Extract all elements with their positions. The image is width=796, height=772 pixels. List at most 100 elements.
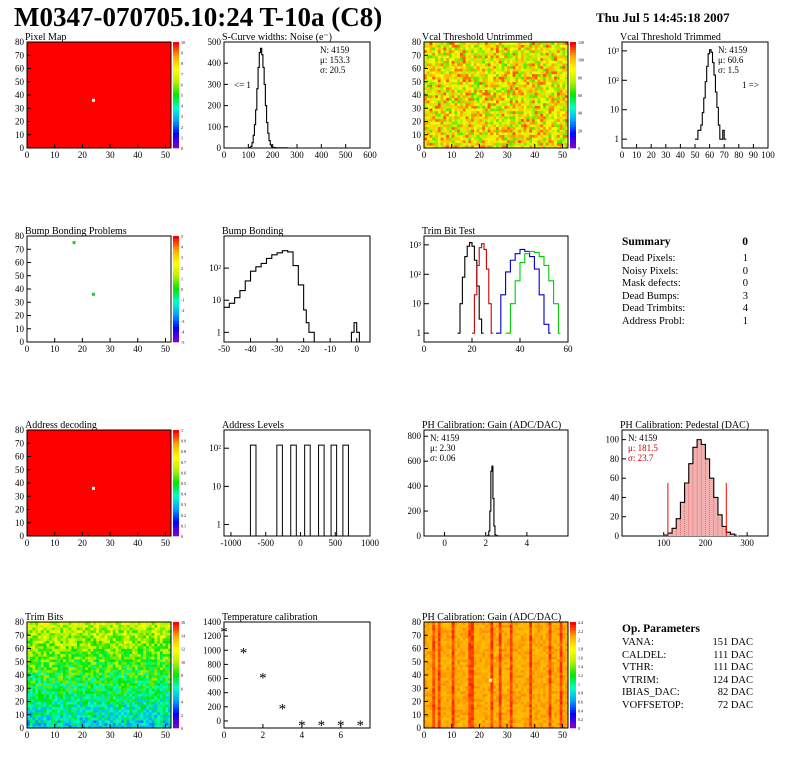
x-tick-label: 2 <box>261 730 266 740</box>
colorbar-tick: 14 <box>181 633 185 638</box>
colorbar-cell <box>173 664 179 668</box>
colorbar-cell <box>570 656 576 660</box>
colorbar-cell <box>173 453 179 457</box>
y-tick-label: 40 <box>15 284 25 294</box>
colorbar-cell <box>173 100 179 104</box>
x-tick-label: 0 <box>298 538 303 548</box>
colorbar-cell <box>570 635 576 639</box>
op-param-value: 82 DAC <box>717 687 753 698</box>
colorbar-cell <box>173 653 179 657</box>
colorbar-tick: 0.3 <box>181 502 186 507</box>
colorbar-cell <box>173 76 179 80</box>
colorbar-cell <box>173 257 179 261</box>
colorbar-cell <box>173 498 179 502</box>
colorbar-cell <box>173 334 179 337</box>
colorbar-tick: 0.9 <box>181 439 186 444</box>
x-tick-label: 70 <box>720 150 730 160</box>
colorbar-tick: 8 <box>181 61 183 66</box>
summary-label: Mask defects: <box>622 278 681 289</box>
x-tick-label: 10 <box>447 730 457 740</box>
y-tick-label: 60 <box>15 644 25 654</box>
colorbar-cell <box>570 47 576 51</box>
colorbar-cell <box>570 68 576 72</box>
colorbar-cell <box>173 278 179 282</box>
colorbar-cell <box>173 517 179 521</box>
colorbar-cell <box>173 451 179 455</box>
y-tick-label: 800 <box>408 431 422 441</box>
colorbar-cell <box>173 304 179 308</box>
series-peak <box>342 444 349 536</box>
x-tick-label: 30 <box>106 150 116 160</box>
colorbar-cell <box>570 71 576 75</box>
x-tick-label: 300 <box>290 150 304 160</box>
colorbar-cell <box>570 105 576 109</box>
op-param-label: CALDEL: <box>622 649 667 661</box>
colorbar-cell <box>570 57 576 61</box>
y-tick-label: 1000 <box>203 645 222 655</box>
y-tick-label: 10² <box>607 75 619 85</box>
colorbar-cell <box>570 706 576 710</box>
colorbar-cell <box>570 725 576 729</box>
heatmap-cells <box>27 622 172 729</box>
colorbar-tick: 1 <box>181 428 183 433</box>
colorbar-tick: 1.8 <box>578 647 583 652</box>
x-tick-label: 50 <box>558 730 568 740</box>
chart-vcal-untrimmed: Vcal Threshold Untrimmed0204060801001200… <box>412 32 584 160</box>
stats-line: N: 4159 <box>320 45 350 55</box>
colorbar-tick: 4 <box>181 104 183 109</box>
x-tick-label: 0 <box>442 538 447 548</box>
colorbar-cell <box>570 76 576 80</box>
colorbar-tick: 1.2 <box>578 673 583 678</box>
x-tick-label: 30 <box>106 538 116 548</box>
colorbar-cell <box>173 659 179 663</box>
colorbar-cell <box>173 267 179 271</box>
x-tick-label: 2 <box>483 538 488 548</box>
colorbar-cell <box>570 643 576 647</box>
y-tick-label: 40 <box>15 90 25 100</box>
colorbar-cell <box>173 693 179 697</box>
colorbar-tick: 0 <box>578 146 580 151</box>
x-tick-label: 4 <box>525 538 530 548</box>
colorbar-cell <box>173 124 179 128</box>
colorbar-cell <box>173 87 179 90</box>
y-tick-label: 10³ <box>607 46 619 56</box>
colorbar-cell <box>173 129 179 133</box>
colorbar-cell <box>173 116 179 120</box>
colorbar-cell <box>173 469 179 473</box>
op-param-row: VANA: 151 DAC <box>622 637 757 650</box>
colorbar-cell <box>173 512 179 516</box>
y-tick-label: 50 <box>15 657 25 667</box>
stats-line: N: 4159 <box>628 433 658 443</box>
summary-row: Dead Trimbits: 4 <box>622 303 752 316</box>
x-tick-label: 10 <box>632 150 642 160</box>
x-tick-label: 90 <box>749 150 759 160</box>
colorbar-cell <box>173 296 179 300</box>
colorbar-cell <box>173 445 179 449</box>
colorbar-cell <box>570 722 576 726</box>
x-tick-label: 20 <box>475 730 485 740</box>
y-tick-label: 10 <box>412 130 422 140</box>
colorbar-cell <box>173 142 179 146</box>
colorbar-cell <box>173 137 179 141</box>
colorbar-cell <box>173 118 179 122</box>
y-tick-label: 30 <box>412 103 422 113</box>
x-tick-label: 0 <box>25 730 30 740</box>
colorbar-cell <box>173 328 179 332</box>
y-tick-label: 10 <box>212 481 222 491</box>
colorbar-cell <box>570 651 576 655</box>
x-tick-label: 600 <box>363 150 377 160</box>
y-tick-label: 0 <box>20 723 25 733</box>
colorbar-cell <box>173 249 179 253</box>
colorbar-tick: -3 <box>181 319 184 324</box>
colorbar-cell <box>570 60 576 64</box>
colorbar-tick: 0.6 <box>181 470 186 475</box>
summary-value: 1 <box>742 253 748 264</box>
colorbar-tick: 6 <box>181 82 183 87</box>
op-param-value: 111 DAC <box>713 662 753 673</box>
x-tick-label: 40 <box>516 344 526 354</box>
colorbar-cell <box>173 690 179 694</box>
y-tick-label: 50 <box>15 271 25 281</box>
heatmap-fill <box>27 430 171 536</box>
summary-title: Summary <box>622 236 671 248</box>
colorbar-cell <box>173 437 179 441</box>
